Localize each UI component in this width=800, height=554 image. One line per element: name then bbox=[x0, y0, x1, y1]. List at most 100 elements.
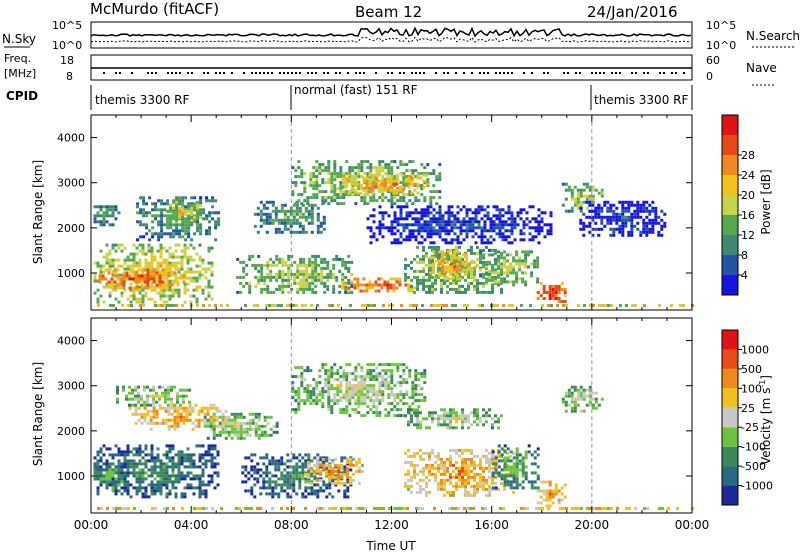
power-cell-13 bbox=[530, 271, 534, 275]
power-cell-5 bbox=[305, 281, 309, 285]
velocity-cell-5 bbox=[316, 453, 320, 457]
power-cell-11 bbox=[413, 290, 416, 294]
velocity-cell-6 bbox=[378, 399, 382, 403]
power-cell-11 bbox=[476, 245, 479, 249]
velocity-cell-5 bbox=[265, 471, 269, 475]
velocity-cell-4 bbox=[239, 430, 243, 434]
power-cell-5 bbox=[266, 275, 270, 279]
power-cell-11 bbox=[407, 263, 410, 267]
power-cell-13 bbox=[521, 262, 525, 266]
power-cell-8 bbox=[410, 179, 414, 183]
power-cell-10 bbox=[450, 223, 454, 227]
power-cell-16 bbox=[606, 206, 610, 210]
power-cell-7 bbox=[399, 199, 403, 203]
velocity-cell-6 bbox=[303, 402, 307, 406]
power-cell-4 bbox=[181, 209, 185, 213]
power-cell-6 bbox=[256, 212, 260, 216]
power-cell-0 bbox=[168, 255, 172, 259]
velocity-cell-0 bbox=[138, 450, 142, 454]
velocity-cell-2 bbox=[164, 406, 168, 410]
velocity-cell-4 bbox=[245, 421, 249, 425]
power-cell-5 bbox=[314, 266, 318, 270]
power-cell-16 bbox=[633, 224, 637, 228]
power-cell-10 bbox=[480, 238, 484, 242]
velocity-cell-0 bbox=[171, 474, 175, 478]
velocity-cell-2 bbox=[164, 418, 168, 422]
power-cell-5 bbox=[260, 275, 264, 279]
power-ground-cell bbox=[142, 304, 145, 307]
velocity-cell-6 bbox=[363, 381, 367, 385]
velocity-cell-6 bbox=[381, 369, 385, 373]
velocity-cell-2 bbox=[191, 406, 195, 410]
velocity-cell-8 bbox=[431, 472, 434, 476]
power-cell-13 bbox=[506, 265, 510, 269]
power-cell-10 bbox=[423, 223, 427, 227]
velocity-cell-0 bbox=[183, 495, 187, 499]
power-cell-5 bbox=[299, 263, 303, 267]
power-cell-5 bbox=[323, 281, 327, 285]
power-cell-7 bbox=[339, 175, 343, 179]
power-cell-5 bbox=[263, 287, 267, 291]
power-cell-10 bbox=[387, 229, 391, 233]
power-cell-7 bbox=[303, 187, 307, 191]
velocity-cell-6 bbox=[408, 375, 412, 379]
velocity-cell-6 bbox=[300, 375, 304, 379]
velocity-cell-0 bbox=[132, 468, 136, 472]
velocity-cell-5 bbox=[319, 456, 323, 460]
power-cell-5 bbox=[341, 263, 345, 267]
power-ground-cell bbox=[175, 304, 178, 307]
power-cell-13 bbox=[488, 253, 492, 257]
nave-dot bbox=[231, 72, 233, 74]
nave-dot bbox=[251, 72, 253, 74]
velocity-cell-6 bbox=[312, 390, 316, 394]
power-cell-13 bbox=[524, 250, 528, 254]
velocity-cell-6 bbox=[309, 390, 313, 394]
power-cell-5 bbox=[326, 278, 330, 282]
velocity-cell-0 bbox=[210, 474, 214, 478]
velocity-cell-0 bbox=[165, 492, 169, 496]
power-cell-4 bbox=[172, 200, 176, 204]
power-ground-cell bbox=[130, 304, 133, 307]
velocity-cell-5 bbox=[268, 483, 272, 487]
power-cell-5 bbox=[302, 281, 306, 285]
velocity-cell-2 bbox=[215, 406, 219, 410]
velocity-cell-1 bbox=[93, 477, 97, 481]
power-cell-0 bbox=[156, 261, 160, 265]
power-cell-0 bbox=[138, 258, 142, 262]
power-cell-5 bbox=[257, 263, 261, 267]
power-cell-12 bbox=[432, 265, 436, 269]
velocity-cell-2 bbox=[164, 421, 168, 425]
velocity-cell-1 bbox=[93, 471, 97, 475]
power-cell-7 bbox=[294, 202, 298, 206]
power-cell-10 bbox=[387, 214, 391, 218]
power-cell-2 bbox=[99, 208, 103, 212]
velocity-cell-6 bbox=[378, 384, 382, 388]
power-cell-1 bbox=[134, 277, 138, 281]
power-cell-16 bbox=[618, 230, 622, 234]
power-cell-5 bbox=[323, 290, 327, 294]
power-cell-8 bbox=[383, 179, 387, 183]
power-cell-5 bbox=[317, 275, 321, 279]
power-cell-3 bbox=[166, 199, 170, 203]
power-cell-2 bbox=[105, 214, 109, 218]
velocity-cell-8 bbox=[482, 481, 485, 485]
power-cell-8 bbox=[383, 185, 387, 189]
power-cell-7 bbox=[339, 184, 343, 188]
velocity-cell-8 bbox=[419, 457, 422, 461]
power-cell-13 bbox=[491, 268, 495, 272]
velocity-cell-7 bbox=[339, 475, 343, 479]
velocity-cell-7 bbox=[351, 478, 355, 482]
velocity-cell-6 bbox=[306, 369, 310, 373]
velocity-cell-8 bbox=[470, 484, 473, 488]
velocity-cell-8 bbox=[467, 469, 470, 473]
power-cell-7 bbox=[402, 199, 406, 203]
power-cell-10 bbox=[480, 229, 484, 233]
velocity-cell-6 bbox=[321, 363, 325, 367]
power-cell-14 bbox=[539, 294, 543, 297]
velocity-cell-4 bbox=[239, 421, 243, 425]
power-cell-0 bbox=[150, 270, 154, 274]
power-cell-16 bbox=[660, 218, 664, 222]
power-cell-2 bbox=[96, 220, 100, 224]
power-cell-4 bbox=[187, 209, 191, 213]
power-cell-1 bbox=[140, 274, 144, 278]
